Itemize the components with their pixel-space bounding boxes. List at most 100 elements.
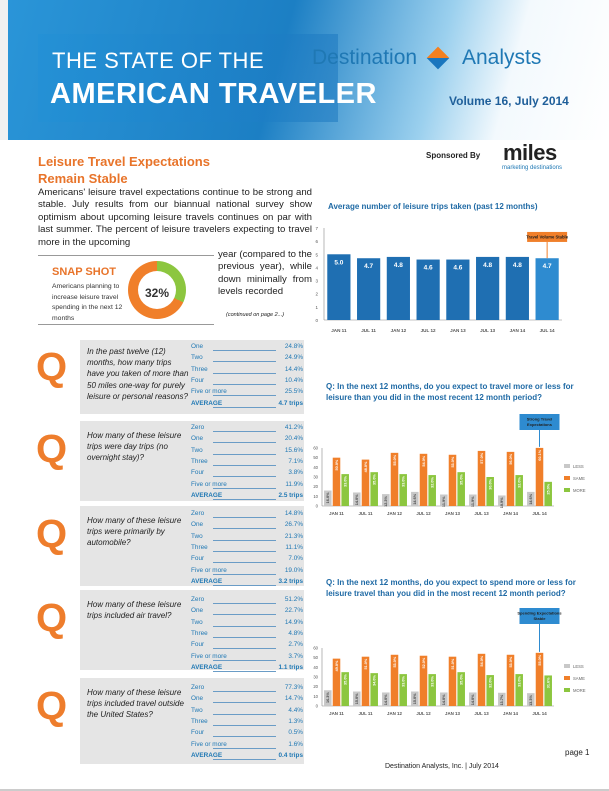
answer-value: 26.7% [284, 521, 303, 529]
question-mark-icon: Q [36, 427, 68, 471]
answer-leader-line [213, 713, 276, 715]
answer-row: Four 3.8% [191, 469, 303, 479]
chart-2-legend-label: SAME [573, 476, 585, 481]
chart-2-bar [535, 447, 544, 506]
answer-value: 1.6% [288, 740, 303, 748]
chart-2-data-label: 33.0% [402, 475, 406, 486]
answer-label: Two [191, 706, 203, 714]
question-box [80, 506, 304, 586]
chart-3-data-label: 14.0% [442, 694, 446, 705]
answer-row: Four 2.7% [191, 641, 303, 651]
answer-label: Three [191, 717, 208, 725]
snapshot-text: Americans planning to increase leisure t… [52, 283, 123, 322]
chart-2-legend-swatch [564, 464, 570, 468]
answer-row: One 22.7% [191, 607, 303, 617]
answer-label: One [191, 343, 204, 350]
answer-row: Five or more 11.9% [191, 481, 303, 491]
chart-3-bar [419, 655, 428, 706]
chart-2-data-label: 35.0% [460, 474, 464, 485]
chart-3-bar [399, 674, 407, 706]
answer-value: 3.7% [288, 652, 303, 660]
answer-leader-line [213, 528, 276, 530]
footer-text: Destination Analysts, Inc. | July 2014 [385, 763, 499, 770]
chart-2-x-tick: JUL 13 [474, 511, 489, 516]
chart-2-bar [390, 452, 399, 506]
volume-label: Volume 16, July 2014 [449, 94, 569, 108]
answer-value: 14.4% [284, 365, 303, 373]
chart-1-bar [416, 259, 440, 320]
answer-value: 14.9% [284, 618, 303, 626]
chart-2-y-tick: 10 [313, 494, 318, 499]
section-title: Leisure Travel Expectations Remain Stabl… [38, 153, 210, 187]
chart-1-bar [505, 256, 529, 320]
answer-row: Three 11.1% [191, 544, 303, 554]
chart-3-data-label: 16.3% [326, 692, 330, 703]
chart-3-x-tick: JUL 13 [474, 711, 489, 716]
chart-2-data-label: 60.1% [538, 449, 542, 460]
chart-2-callout-box [519, 414, 560, 430]
header-title-panel [38, 34, 338, 122]
answer-label: Four [191, 376, 205, 384]
chart-1-data-label: 5.0 [334, 259, 343, 266]
answer-label: Three [191, 629, 208, 637]
answer-value: 4.7 trips [278, 399, 303, 407]
chart-1-y-tick: 7 [315, 226, 318, 231]
chart-3-data-label: 14.0% [384, 694, 388, 705]
answer-leader-line [213, 383, 276, 385]
chart-2-data-label: 14.0% [355, 494, 359, 505]
answer-leader-line [213, 636, 276, 638]
chart-2-data-label: 16.0% [326, 492, 330, 503]
answer-label: Four [191, 555, 205, 563]
snapshot-title: SNAP SHOT [52, 266, 116, 278]
answer-row: Two 15.6% [191, 447, 303, 457]
chart-3-bar [411, 691, 419, 706]
chart-2-bar [498, 495, 506, 506]
chart-3-bar [515, 674, 523, 706]
answer-value: 1.3% [288, 717, 303, 725]
chart-2-legend-swatch [564, 476, 570, 480]
page-number: page 1 [565, 748, 590, 757]
chart-1-y-tick: 0 [315, 318, 318, 323]
answer-row: Five or more 25.5% [191, 388, 303, 398]
answer-label: AVERAGE [191, 751, 223, 759]
answer-row: Three 4.8% [191, 630, 303, 640]
answer-row: AVERAGE 2.5 trips [191, 492, 303, 502]
answer-value: 0.4 trips [278, 751, 303, 759]
answer-leader-line [213, 670, 276, 672]
answer-leader-line [213, 464, 276, 466]
question-text: How many of these leisure trips included… [87, 688, 184, 720]
answer-label: Five or more [191, 388, 227, 396]
chart-2-bar [332, 457, 341, 506]
chart-2-x-tick: JAN 14 [503, 511, 518, 516]
chart-3-data-label: 32.0% [489, 676, 493, 687]
snapshot-percent: 32% [144, 286, 170, 300]
answer-label: Five or more [191, 740, 227, 748]
chart-2-bar [353, 492, 361, 506]
question-box [80, 340, 304, 414]
answer-leader-line [213, 431, 276, 432]
chart-2-x-tick: JUL 12 [416, 511, 431, 516]
answer-row: Five or more 1.6% [191, 741, 303, 751]
answer-row: Three 7.1% [191, 458, 303, 468]
chart-3-data-label: 34.0% [373, 675, 377, 686]
chart-2-bar [544, 481, 552, 506]
chart-3-y-tick: 20 [313, 684, 318, 689]
chart-2-bar [506, 451, 515, 506]
chart-3-bar [457, 672, 465, 706]
chart-3-bar [498, 692, 506, 706]
answer-leader-line [213, 702, 276, 704]
chart-3-bar [544, 675, 552, 706]
answer-leader-line [213, 603, 276, 604]
chart-1-data-label: 4.8 [513, 262, 522, 269]
chart-3-x-tick: JAN 14 [503, 711, 518, 716]
chart-2-bar [428, 475, 436, 506]
chart-1-x-tick: JUL 13 [480, 328, 495, 333]
chart-3-x-tick: JUL 11 [358, 711, 373, 716]
brand-name-right: Analysts [462, 46, 542, 69]
chart-2-bar [419, 453, 428, 506]
answer-leader-line [213, 476, 276, 478]
answer-label: Two [191, 354, 203, 362]
chart-3-data-label: 13.3% [529, 695, 533, 706]
answer-leader-line [213, 372, 276, 374]
